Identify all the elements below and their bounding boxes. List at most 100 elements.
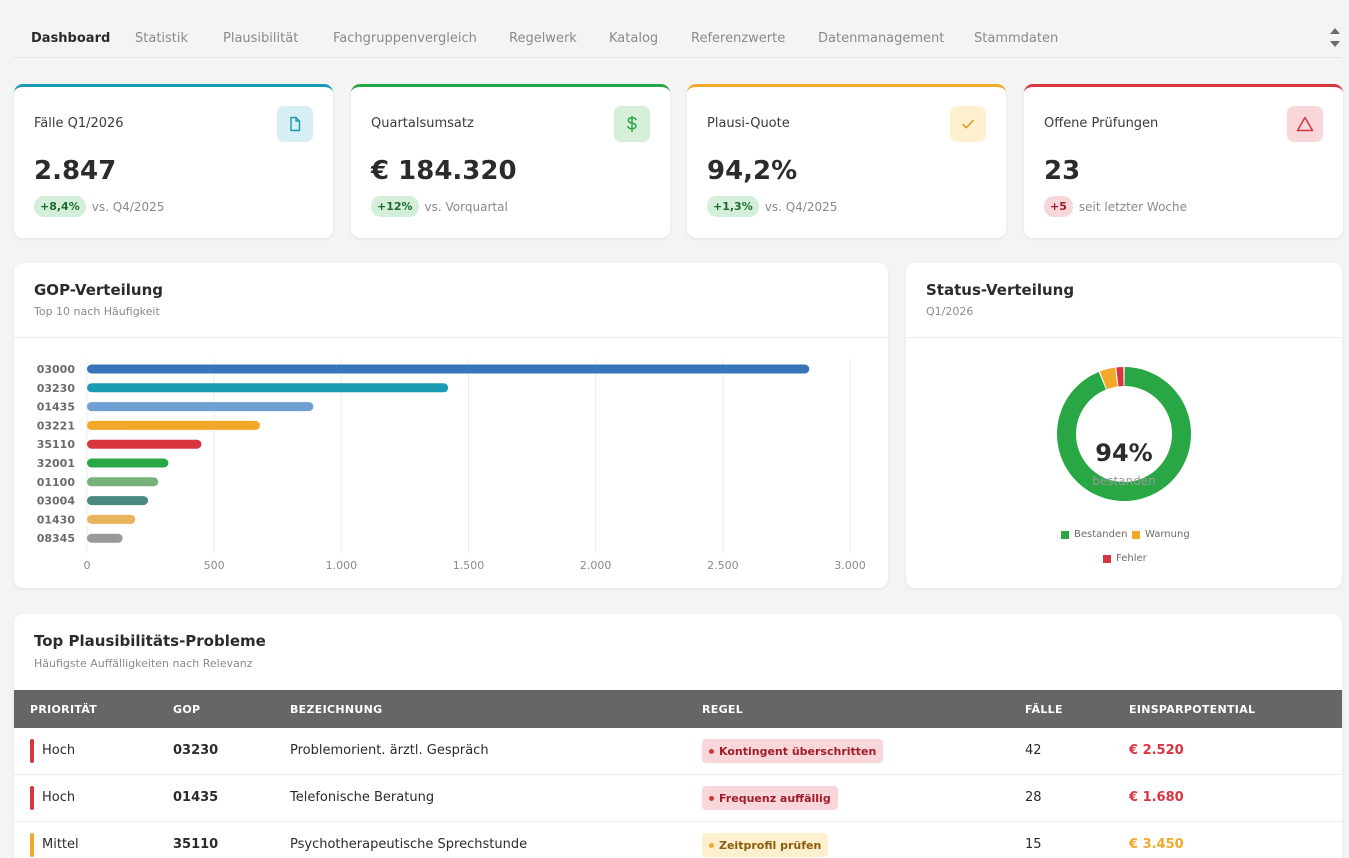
kpi-value: 23 bbox=[1044, 156, 1081, 186]
bar-01435[interactable] bbox=[87, 402, 314, 412]
rule-badge: Frequenz auffällig bbox=[702, 786, 838, 810]
status-distribution-panel: Status-Verteilung Q1/2026 94% bestanden … bbox=[906, 263, 1342, 588]
kpi-delta-badge: +5 bbox=[1044, 196, 1073, 217]
y-category-label: 03000 bbox=[37, 363, 76, 376]
tab-fachgruppenvergleich[interactable]: Fachgruppenvergleich bbox=[333, 31, 477, 46]
bar-08345[interactable] bbox=[87, 533, 123, 543]
column-header-regel[interactable]: REGEL bbox=[702, 703, 744, 716]
priority-indicator bbox=[30, 786, 34, 810]
tab-katalog[interactable]: Katalog bbox=[609, 31, 659, 46]
bar-35110[interactable] bbox=[87, 439, 202, 449]
kpi-note: vs. Q4/2025 bbox=[764, 199, 838, 214]
column-header-gop[interactable]: GOP bbox=[173, 703, 201, 716]
kpi-title: Quartalsumsatz bbox=[371, 116, 474, 131]
legend-label: Bestanden bbox=[1074, 529, 1128, 540]
table-row[interactable]: Mittel 35110 Psychotherapeutische Sprech… bbox=[14, 822, 1342, 858]
bar-01100[interactable] bbox=[87, 477, 159, 487]
legend-label: Warnung bbox=[1145, 529, 1190, 540]
column-header-faelle[interactable]: FÄLLE bbox=[1025, 703, 1063, 716]
cell-gop: 03230 bbox=[173, 743, 219, 758]
tab-scroll-control[interactable] bbox=[1328, 22, 1342, 52]
kpi-note: vs. Q4/2025 bbox=[91, 199, 165, 214]
panel-subtitle: Q1/2026 bbox=[926, 305, 974, 318]
rule-label: Frequenz auffällig bbox=[719, 791, 831, 805]
legend-swatch bbox=[1061, 530, 1069, 539]
bar-03221[interactable] bbox=[87, 420, 260, 430]
donut-slice-warnung[interactable] bbox=[1099, 367, 1118, 390]
arrow-up-icon[interactable] bbox=[1330, 28, 1340, 34]
tab-statistik[interactable]: Statistik bbox=[135, 31, 189, 46]
divider bbox=[14, 337, 888, 338]
status-dot bbox=[709, 748, 714, 754]
cell-label: Problemorient. ärztl. Gespräch bbox=[290, 743, 489, 758]
main-nav: Dashboard Statistik Plausibilität Fachgr… bbox=[14, 0, 1342, 58]
cell-priority: Mittel bbox=[42, 837, 79, 852]
kpi-delta-badge: +1,3% bbox=[707, 196, 759, 217]
donut-slice-fehler[interactable] bbox=[1116, 367, 1124, 387]
y-category-label: 03221 bbox=[37, 419, 75, 432]
rule-label: Kontingent überschritten bbox=[719, 744, 877, 758]
gop-distribution-panel: GOP-Verteilung Top 10 nach Häufigkeit 0 5… bbox=[14, 263, 888, 588]
cell-saving: € 1.680 bbox=[1129, 790, 1184, 805]
panel-title: GOP-Verteilung bbox=[34, 281, 164, 299]
kpi-card-umsatz: Quartalsumsatz € 184.320 +12% vs. Vorqua… bbox=[351, 84, 670, 238]
table-row[interactable]: Hoch 01435 Telefonische Beratung Frequen… bbox=[14, 775, 1342, 822]
table-row[interactable]: Hoch 03230 Problemorient. ärztl. Gespräc… bbox=[14, 728, 1342, 775]
cell-cases: 42 bbox=[1025, 743, 1042, 758]
arrow-down-icon[interactable] bbox=[1330, 41, 1340, 47]
tab-plausibilitaet[interactable]: Plausibilität bbox=[223, 31, 299, 46]
kpi-value: € 184.320 bbox=[371, 156, 517, 186]
tab-regelwerk[interactable]: Regelwerk bbox=[509, 31, 577, 46]
legend-swatch bbox=[1103, 554, 1111, 563]
priority-indicator bbox=[30, 833, 34, 857]
kpi-title: Offene Prüfungen bbox=[1044, 116, 1159, 131]
gop-bar-chart: 0 500 1.000 1.500 2.000 2.500 3.000 03000 03230 0… bbox=[37, 359, 866, 572]
document-icon bbox=[277, 106, 313, 142]
cell-cases: 15 bbox=[1025, 837, 1042, 852]
tab-referenzwerte[interactable]: Referenzwerte bbox=[691, 31, 786, 46]
panel-title: Status-Verteilung bbox=[926, 281, 1075, 299]
y-category-label: 01430 bbox=[37, 513, 76, 526]
tab-dashboard[interactable]: Dashboard bbox=[31, 31, 111, 46]
legend-item-bestanden: Bestanden bbox=[1061, 529, 1127, 540]
column-header-bezeichnung[interactable]: BEZEICHNUNG bbox=[290, 703, 383, 716]
x-tick-label: 500 bbox=[204, 559, 225, 572]
tab-stammdaten[interactable]: Stammdaten bbox=[974, 31, 1059, 46]
bar-03000[interactable] bbox=[87, 364, 810, 374]
bar-03230[interactable] bbox=[87, 383, 449, 393]
cell-priority: Hoch bbox=[42, 743, 76, 758]
donut-center-value: 94% bbox=[1095, 439, 1153, 467]
x-tick-label: 2.000 bbox=[580, 559, 612, 572]
kpi-value: 94,2% bbox=[707, 156, 798, 186]
bar-01430[interactable] bbox=[87, 514, 136, 524]
kpi-card-plausi-quote: Plausi-Quote 94,2% +1,3% vs. Q4/2025 bbox=[687, 84, 1006, 238]
column-header-prioritaet[interactable]: PRIORITÄT bbox=[30, 703, 98, 716]
status-donut-chart bbox=[1057, 367, 1191, 501]
bar-32001[interactable] bbox=[87, 458, 169, 468]
bar-03004[interactable] bbox=[87, 496, 149, 506]
divider bbox=[906, 337, 1342, 338]
cell-saving: € 2.520 bbox=[1129, 743, 1184, 758]
kpi-card-faelle: Fälle Q1/2026 2.847 +8,4% vs. Q4/2025 bbox=[14, 84, 333, 238]
tab-datenmanagement[interactable]: Datenmanagement bbox=[818, 31, 945, 46]
y-category-label: 32001 bbox=[37, 457, 75, 470]
check-icon bbox=[950, 106, 986, 142]
column-header-einsparpotential[interactable]: EINSPARPOTENTIAL bbox=[1129, 703, 1256, 716]
cell-saving: € 3.450 bbox=[1129, 837, 1184, 852]
rule-badge: Kontingent überschritten bbox=[702, 739, 884, 763]
panel-subtitle: Top 10 nach Häufigkeit bbox=[34, 305, 160, 318]
cell-gop: 35110 bbox=[173, 837, 219, 852]
kpi-title: Plausi-Quote bbox=[707, 116, 790, 131]
cell-label: Psychotherapeutische Sprechstunde bbox=[290, 837, 528, 852]
x-tick-label: 3.000 bbox=[834, 559, 866, 572]
y-category-label: 01435 bbox=[37, 401, 75, 414]
status-dot bbox=[709, 795, 714, 801]
x-tick-label: 1.000 bbox=[326, 559, 358, 572]
panel-subtitle: Häufigste Auffälligkeiten nach Relevanz bbox=[34, 657, 253, 670]
dollar-icon bbox=[614, 106, 650, 142]
table-header: PRIORITÄT GOP BEZEICHNUNG REGEL FÄLLE EI… bbox=[14, 690, 1342, 728]
legend-label: Fehler bbox=[1116, 553, 1147, 564]
y-category-label: 08345 bbox=[37, 532, 75, 545]
kpi-title: Fälle Q1/2026 bbox=[34, 116, 124, 131]
y-category-label: 03004 bbox=[37, 495, 76, 508]
